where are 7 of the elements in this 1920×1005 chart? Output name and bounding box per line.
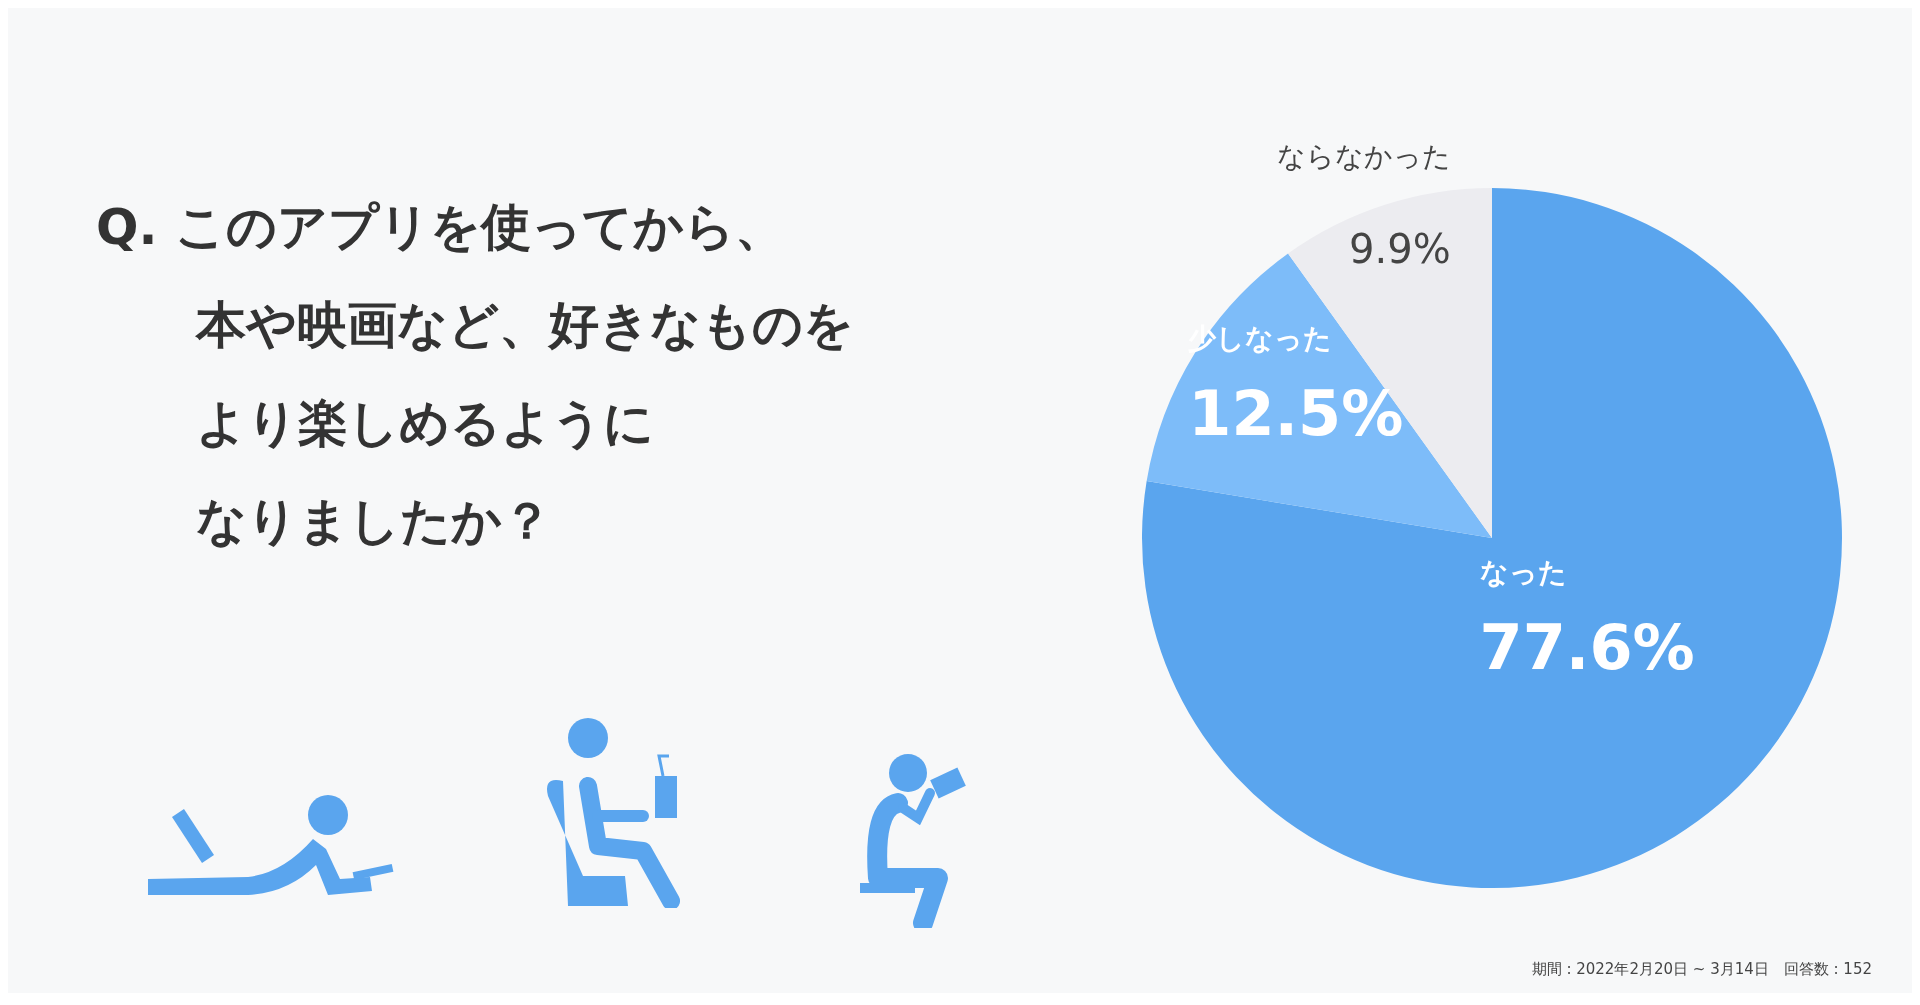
text: Q. このアプリを使ってから、本や映画など、好きなものをより楽しめるようになりましたか？ — [96, 197, 855, 552]
text: 期間 : 2022年2月20日 ~ 3月14日 回答数 : 152 — [1531, 960, 1872, 979]
slice-label: ならなかった — [1276, 140, 1451, 173]
slice-label: なった — [1479, 556, 1567, 590]
data-label: 77.6% — [1479, 610, 1695, 684]
data-label: 9.9% — [1349, 226, 1451, 273]
data-label: 12.5% — [1188, 376, 1404, 450]
